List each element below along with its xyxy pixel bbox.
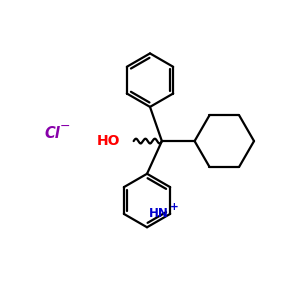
Text: Cl: Cl <box>44 126 60 141</box>
Text: +: + <box>170 202 179 212</box>
Text: HN: HN <box>149 207 169 220</box>
Text: −: − <box>60 120 70 133</box>
Text: HO: HO <box>97 134 120 148</box>
